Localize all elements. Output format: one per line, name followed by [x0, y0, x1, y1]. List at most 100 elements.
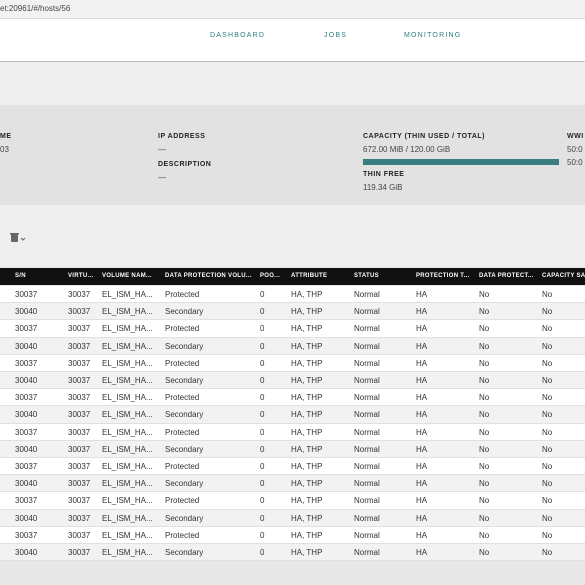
cell: HA, THP	[291, 393, 323, 403]
cell: HA	[416, 462, 428, 471]
cell: EL_ISM_HA...	[102, 410, 153, 420]
cell: Normal	[354, 393, 380, 403]
cell: HA	[416, 496, 428, 506]
value: 119.34 GiB	[363, 183, 403, 192]
cell: Protected	[165, 530, 200, 540]
cell: 30040	[15, 307, 38, 317]
nav-link[interactable]: JOBS	[324, 32, 348, 39]
column-header[interactable]: STATUS	[354, 273, 379, 279]
cell: 30037	[68, 530, 91, 540]
column-header[interactable]: S/N	[15, 273, 26, 279]
cell: 0	[260, 530, 265, 540]
table-row[interactable]	[0, 389, 585, 407]
cell: 30037	[15, 393, 38, 403]
cell: HA, THP	[291, 548, 323, 557]
table-row[interactable]	[0, 423, 585, 441]
cell: 30037	[68, 496, 91, 506]
column-header[interactable]: PROTECTION T...	[416, 273, 470, 279]
table-row[interactable]	[0, 492, 585, 510]
table-row[interactable]	[0, 458, 585, 476]
cell: No	[542, 376, 553, 385]
cell: HA	[416, 341, 428, 351]
cell: 30037	[15, 324, 38, 334]
cell: EL_ISM_HA...	[102, 479, 153, 489]
value: 50:0	[567, 145, 583, 154]
column-header[interactable]: DATA PROTECT...	[479, 273, 534, 279]
cell: Protected	[165, 324, 200, 334]
column-header[interactable]: DATA PROTECTION VOLU...	[165, 273, 252, 279]
nav-link[interactable]: DASHBOARD	[210, 32, 266, 39]
cell: EL_ISM_HA...	[102, 324, 153, 334]
column-header[interactable]: VIRTU...	[68, 273, 94, 279]
capacity-bar	[363, 159, 559, 165]
table-row[interactable]	[0, 337, 585, 355]
table-row[interactable]	[0, 303, 585, 321]
cell: 0	[260, 307, 265, 317]
cell: 30040	[15, 376, 38, 385]
cell: No	[479, 410, 490, 420]
cell: No	[479, 393, 490, 403]
cell: No	[479, 290, 490, 299]
cell: No	[542, 324, 553, 334]
cell: HA	[416, 376, 428, 385]
cell: No	[479, 479, 490, 489]
cell: Secondary	[165, 307, 204, 317]
table-row[interactable]	[0, 354, 585, 372]
cell: Protected	[165, 290, 200, 299]
table-row[interactable]	[0, 526, 585, 544]
label: ME	[0, 133, 12, 140]
cell: Normal	[354, 513, 380, 523]
cell: No	[542, 358, 553, 368]
table-row[interactable]	[0, 320, 585, 338]
cell: 30037	[68, 341, 91, 351]
column-header[interactable]: VOLUME NAM...	[102, 273, 152, 279]
table-row[interactable]	[0, 509, 585, 527]
cell: HA, THP	[291, 341, 323, 351]
table-row[interactable]	[0, 286, 585, 304]
cell: EL_ISM_HA...	[102, 341, 153, 351]
cell: 0	[260, 462, 265, 471]
cell: 0	[260, 290, 265, 299]
cell: No	[479, 358, 490, 368]
cell: Normal	[354, 290, 380, 299]
cell: 30037	[68, 479, 91, 489]
cell: Normal	[354, 307, 380, 317]
nav-bar	[0, 19, 585, 61]
cell: EL_ISM_HA...	[102, 444, 153, 454]
cell: 0	[260, 479, 265, 489]
cell: HA, THP	[291, 444, 323, 454]
table-row[interactable]	[0, 372, 585, 390]
cell: No	[479, 376, 490, 385]
cell: No	[542, 290, 553, 299]
cell: Protected	[165, 496, 200, 506]
table-row[interactable]	[0, 475, 585, 493]
cell: Normal	[354, 410, 380, 420]
label: CAPACITY (THIN USED / TOTAL)	[363, 133, 485, 140]
cell: 30037	[68, 513, 91, 523]
cell: 0	[260, 324, 265, 334]
cell: HA	[416, 548, 428, 557]
delete-icon[interactable]	[10, 232, 26, 244]
cell: Protected	[165, 358, 200, 368]
cell: HA	[416, 479, 428, 489]
column-header[interactable]: ATTRIBUTE	[291, 273, 328, 279]
cell: 30037	[68, 444, 91, 454]
url[interactable]: et:20961/#/hosts/56	[0, 4, 71, 13]
table-row[interactable]	[0, 406, 585, 424]
cell: 0	[260, 358, 265, 368]
table-row[interactable]	[0, 440, 585, 458]
cell: No	[542, 479, 553, 489]
cell: 30037	[68, 376, 91, 385]
column-header[interactable]: POO...	[260, 273, 281, 279]
cell: 30037	[68, 410, 91, 420]
cell: HA, THP	[291, 479, 323, 489]
cell: HA	[416, 324, 428, 334]
cell: HA	[416, 358, 428, 368]
cell: 30040	[15, 341, 38, 351]
table-row[interactable]	[0, 544, 585, 562]
cell: Normal	[354, 427, 380, 437]
cell: Normal	[354, 548, 380, 557]
column-header[interactable]: CAPACITY SA...	[542, 273, 585, 279]
nav-link[interactable]: MONITORING	[404, 32, 462, 39]
